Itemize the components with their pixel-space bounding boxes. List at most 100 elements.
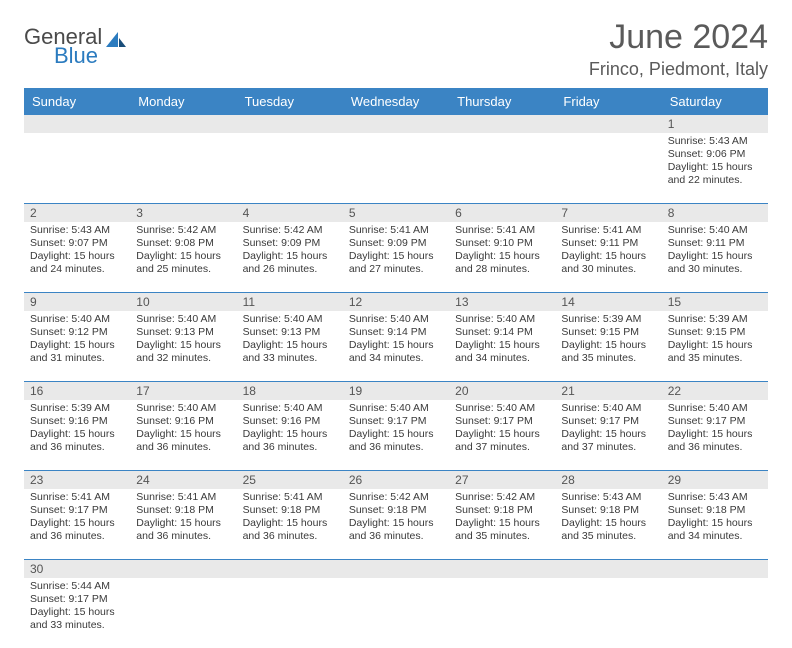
day-cell: Sunrise: 5:40 AMSunset: 9:17 PMDaylight:… xyxy=(449,400,555,470)
sunrise-text: Sunrise: 5:39 AM xyxy=(561,313,655,326)
sunrise-text: Sunrise: 5:41 AM xyxy=(136,491,230,504)
day-number xyxy=(237,115,343,133)
sunrise-text: Sunrise: 5:42 AM xyxy=(349,491,443,504)
day-cell: Sunrise: 5:40 AMSunset: 9:16 PMDaylight:… xyxy=(130,400,236,470)
day-number xyxy=(130,115,236,133)
title-block: June 2024 Frinco, Piedmont, Italy xyxy=(589,18,768,80)
page-header: General June 2024 Frinco, Piedmont, Ital… xyxy=(24,18,768,80)
week-num-row: 1 xyxy=(24,115,768,133)
day-number: 11 xyxy=(237,293,343,311)
day-cell: Sunrise: 5:39 AMSunset: 9:15 PMDaylight:… xyxy=(555,311,661,381)
daylight-text: Daylight: 15 hours and 36 minutes. xyxy=(243,428,337,454)
day-number: 26 xyxy=(343,471,449,489)
week-num-row: 23242526272829 xyxy=(24,471,768,489)
daylight-text: Daylight: 15 hours and 37 minutes. xyxy=(455,428,549,454)
brand-part2: Blue xyxy=(54,43,98,68)
sunset-text: Sunset: 9:18 PM xyxy=(668,504,762,517)
day-cell xyxy=(449,133,555,203)
day-cell: Sunrise: 5:43 AMSunset: 9:06 PMDaylight:… xyxy=(662,133,768,203)
day-cell: Sunrise: 5:42 AMSunset: 9:18 PMDaylight:… xyxy=(449,489,555,559)
dayname: Wednesday xyxy=(343,88,449,115)
sunrise-text: Sunrise: 5:41 AM xyxy=(349,224,443,237)
day-cell: Sunrise: 5:41 AMSunset: 9:18 PMDaylight:… xyxy=(237,489,343,559)
daylight-text: Daylight: 15 hours and 24 minutes. xyxy=(30,250,124,276)
daylight-text: Daylight: 15 hours and 22 minutes. xyxy=(668,161,762,187)
sunrise-text: Sunrise: 5:43 AM xyxy=(668,135,762,148)
sunset-text: Sunset: 9:09 PM xyxy=(349,237,443,250)
sunrise-text: Sunrise: 5:41 AM xyxy=(30,491,124,504)
day-number: 19 xyxy=(343,382,449,400)
daylight-text: Daylight: 15 hours and 27 minutes. xyxy=(349,250,443,276)
sunrise-text: Sunrise: 5:40 AM xyxy=(349,313,443,326)
sunrise-text: Sunrise: 5:40 AM xyxy=(349,402,443,415)
day-cell: Sunrise: 5:42 AMSunset: 9:09 PMDaylight:… xyxy=(237,222,343,292)
sunrise-text: Sunrise: 5:40 AM xyxy=(30,313,124,326)
day-cell: Sunrise: 5:41 AMSunset: 9:10 PMDaylight:… xyxy=(449,222,555,292)
sunrise-text: Sunrise: 5:44 AM xyxy=(30,580,124,593)
sunset-text: Sunset: 9:18 PM xyxy=(136,504,230,517)
sunset-text: Sunset: 9:18 PM xyxy=(349,504,443,517)
sunrise-text: Sunrise: 5:40 AM xyxy=(243,402,337,415)
sunset-text: Sunset: 9:11 PM xyxy=(561,237,655,250)
week-data-row: Sunrise: 5:43 AMSunset: 9:06 PMDaylight:… xyxy=(24,133,768,204)
dayname-row: SundayMondayTuesdayWednesdayThursdayFrid… xyxy=(24,88,768,115)
day-cell: Sunrise: 5:44 AMSunset: 9:17 PMDaylight:… xyxy=(24,578,130,648)
sunrise-text: Sunrise: 5:43 AM xyxy=(30,224,124,237)
sunset-text: Sunset: 9:17 PM xyxy=(30,504,124,517)
day-number: 5 xyxy=(343,204,449,222)
sunset-text: Sunset: 9:18 PM xyxy=(243,504,337,517)
week-data-row: Sunrise: 5:39 AMSunset: 9:16 PMDaylight:… xyxy=(24,400,768,471)
sunset-text: Sunset: 9:09 PM xyxy=(243,237,337,250)
day-number: 21 xyxy=(555,382,661,400)
day-number: 29 xyxy=(662,471,768,489)
week-num-row: 30 xyxy=(24,560,768,578)
day-number xyxy=(343,560,449,578)
day-cell: Sunrise: 5:42 AMSunset: 9:18 PMDaylight:… xyxy=(343,489,449,559)
daylight-text: Daylight: 15 hours and 35 minutes. xyxy=(561,517,655,543)
location-text: Frinco, Piedmont, Italy xyxy=(589,59,768,80)
week-num-row: 16171819202122 xyxy=(24,382,768,400)
week-num-row: 9101112131415 xyxy=(24,293,768,311)
sunset-text: Sunset: 9:17 PM xyxy=(455,415,549,428)
dayname: Monday xyxy=(130,88,236,115)
sunrise-text: Sunrise: 5:41 AM xyxy=(561,224,655,237)
day-cell xyxy=(24,133,130,203)
day-number xyxy=(555,115,661,133)
daylight-text: Daylight: 15 hours and 36 minutes. xyxy=(349,517,443,543)
sunset-text: Sunset: 9:07 PM xyxy=(30,237,124,250)
week-data-row: Sunrise: 5:43 AMSunset: 9:07 PMDaylight:… xyxy=(24,222,768,293)
day-number: 7 xyxy=(555,204,661,222)
sunrise-text: Sunrise: 5:40 AM xyxy=(455,313,549,326)
sunset-text: Sunset: 9:18 PM xyxy=(455,504,549,517)
sunrise-text: Sunrise: 5:40 AM xyxy=(243,313,337,326)
daylight-text: Daylight: 15 hours and 35 minutes. xyxy=(455,517,549,543)
day-number: 25 xyxy=(237,471,343,489)
day-number: 10 xyxy=(130,293,236,311)
sunset-text: Sunset: 9:17 PM xyxy=(349,415,443,428)
day-number: 9 xyxy=(24,293,130,311)
dayname: Tuesday xyxy=(237,88,343,115)
day-cell xyxy=(343,578,449,648)
daylight-text: Daylight: 15 hours and 37 minutes. xyxy=(561,428,655,454)
day-cell xyxy=(555,578,661,648)
sunrise-text: Sunrise: 5:40 AM xyxy=(668,224,762,237)
daylight-text: Daylight: 15 hours and 31 minutes. xyxy=(30,339,124,365)
sunset-text: Sunset: 9:16 PM xyxy=(136,415,230,428)
daylight-text: Daylight: 15 hours and 34 minutes. xyxy=(349,339,443,365)
week-data-row: Sunrise: 5:44 AMSunset: 9:17 PMDaylight:… xyxy=(24,578,768,648)
sunset-text: Sunset: 9:16 PM xyxy=(243,415,337,428)
day-cell: Sunrise: 5:40 AMSunset: 9:12 PMDaylight:… xyxy=(24,311,130,381)
brand-part2-wrap: Blue xyxy=(54,43,98,69)
sunset-text: Sunset: 9:10 PM xyxy=(455,237,549,250)
sunrise-text: Sunrise: 5:39 AM xyxy=(30,402,124,415)
sunset-text: Sunset: 9:11 PM xyxy=(668,237,762,250)
day-cell xyxy=(130,133,236,203)
day-cell: Sunrise: 5:41 AMSunset: 9:17 PMDaylight:… xyxy=(24,489,130,559)
day-number xyxy=(343,115,449,133)
day-number: 4 xyxy=(237,204,343,222)
day-number: 23 xyxy=(24,471,130,489)
sunset-text: Sunset: 9:17 PM xyxy=(30,593,124,606)
day-number: 1 xyxy=(662,115,768,133)
sunrise-text: Sunrise: 5:40 AM xyxy=(668,402,762,415)
sunset-text: Sunset: 9:13 PM xyxy=(243,326,337,339)
